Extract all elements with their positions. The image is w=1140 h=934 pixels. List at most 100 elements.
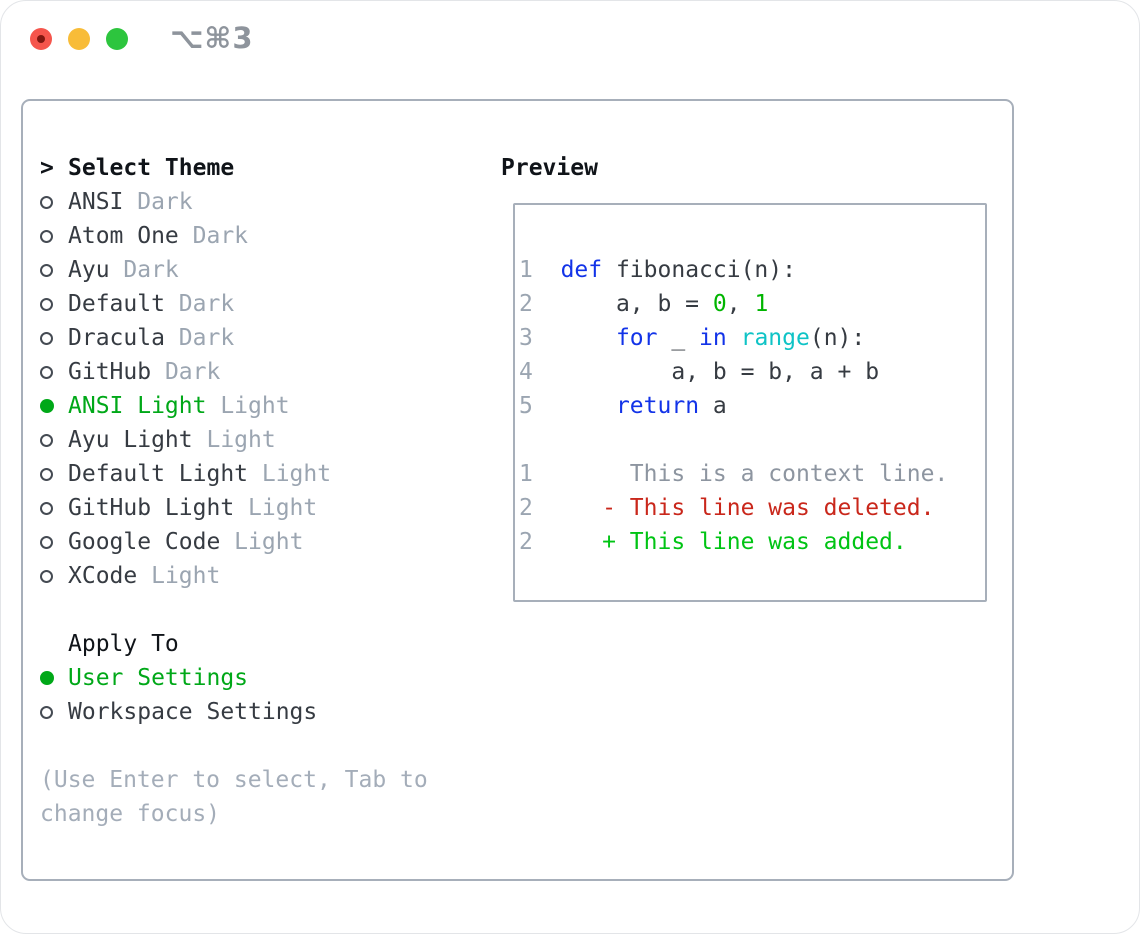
- theme-variant-badge: Dark: [151, 359, 221, 385]
- preview-line: [519, 423, 985, 457]
- theme-option-gutter: [40, 263, 68, 277]
- theme-option-text: Atom One Dark: [68, 219, 248, 253]
- apply-option-gutter: [40, 671, 68, 685]
- theme-option-gutter: [40, 229, 68, 243]
- radio-unselected-icon: [40, 433, 53, 447]
- theme-option-text: Ayu Light Light: [68, 423, 276, 457]
- theme-variant-badge: Light: [234, 495, 318, 521]
- theme-name: Atom One: [68, 223, 179, 249]
- radio-unselected-icon: [40, 705, 53, 719]
- theme-variant-badge: Dark: [109, 257, 179, 283]
- theme-option-text: Default Dark: [68, 287, 234, 321]
- theme-variant-badge: Light: [248, 461, 332, 487]
- theme-option-text: Google Code Light: [68, 525, 303, 559]
- preview-title: Preview: [501, 155, 598, 181]
- theme-option[interactable]: Google Code Light: [40, 525, 464, 559]
- theme-option-gutter: [40, 569, 68, 583]
- theme-option[interactable]: Default Dark: [40, 287, 464, 321]
- close-button[interactable]: [30, 27, 52, 50]
- apply-to-title: Apply To: [68, 631, 179, 657]
- theme-option[interactable]: Atom One Dark: [40, 219, 464, 253]
- theme-name: ANSI Light: [68, 393, 207, 419]
- theme-option-gutter: [40, 399, 68, 413]
- preview-line: 2 - This line was deleted.: [519, 495, 935, 521]
- theme-option-gutter: [40, 535, 68, 549]
- theme-variant-badge: Dark: [164, 291, 235, 317]
- theme-option-gutter: [40, 433, 68, 447]
- zoom-button[interactable]: [106, 27, 128, 50]
- theme-option[interactable]: GitHub Dark: [40, 355, 464, 389]
- theme-variant-badge: Dark: [164, 325, 235, 351]
- theme-option-gutter: [40, 467, 68, 481]
- minimize-button[interactable]: [68, 27, 90, 50]
- close-dot-icon: [37, 34, 45, 43]
- theme-option[interactable]: ANSI Dark: [40, 185, 464, 219]
- apply-to-options: User Settings Workspace Settings: [40, 661, 464, 729]
- theme-variant-badge: Light: [137, 563, 221, 589]
- theme-option-text: Dracula Dark: [68, 321, 234, 355]
- theme-option[interactable]: ANSI Light Light: [40, 389, 464, 423]
- theme-option[interactable]: Default Light Light: [40, 457, 464, 491]
- theme-name: Dracula: [68, 325, 165, 351]
- theme-option[interactable]: GitHub Light Light: [40, 491, 464, 525]
- theme-option[interactable]: Dracula Dark: [40, 321, 464, 355]
- titlebar: ⌥⌘3: [1, 1, 1139, 76]
- radio-selected-icon: [40, 399, 54, 413]
- preview-line: 2 + This line was added.: [519, 529, 907, 555]
- theme-name: Default Light: [68, 461, 249, 487]
- window-title: ⌥⌘3: [170, 21, 254, 55]
- theme-name: ANSI: [68, 189, 124, 215]
- theme-variant-badge: Light: [220, 529, 304, 555]
- radio-unselected-icon: [40, 331, 53, 345]
- theme-option-gutter: [40, 297, 68, 311]
- theme-name: Default: [68, 291, 165, 317]
- theme-option[interactable]: XCode Light: [40, 559, 464, 593]
- preview-line: 1 This is a context line.: [519, 461, 949, 487]
- apply-to-header: Apply To: [40, 627, 464, 661]
- radio-unselected-icon: [40, 365, 53, 379]
- radio-unselected-icon: [40, 229, 53, 243]
- theme-option-text: ANSI Dark: [68, 185, 193, 219]
- theme-name: Ayu: [68, 257, 110, 283]
- theme-option[interactable]: Ayu Light Light: [40, 423, 464, 457]
- preview-line: 1 def fibonacci(n):: [519, 257, 796, 283]
- radio-unselected-icon: [40, 535, 53, 549]
- radio-selected-icon: [40, 671, 54, 685]
- apply-option-label: Workspace Settings: [68, 699, 318, 725]
- theme-option-gutter: [40, 195, 68, 209]
- theme-list-section: > Select Theme ANSI Dark Atom One Dark Ayu…: [40, 151, 464, 831]
- theme-name: Google Code: [68, 529, 221, 555]
- theme-option-text: ANSI Light Light: [68, 389, 290, 423]
- theme-name: XCode: [68, 563, 138, 589]
- theme-option-gutter: [40, 501, 68, 515]
- preview-code: 1 def fibonacci(n): 2 a, b = 0, 1 3 for _ …: [515, 205, 985, 559]
- theme-option-text: Default Light Light: [68, 457, 331, 491]
- select-theme-title: Select Theme: [68, 155, 235, 181]
- apply-to-option[interactable]: Workspace Settings: [40, 695, 464, 729]
- cursor-icon: >: [40, 155, 54, 181]
- preview-line: 2 a, b = 0, 1: [519, 291, 769, 317]
- theme-option-text: GitHub Dark: [68, 355, 220, 389]
- theme-option-text: Ayu Dark: [68, 253, 179, 287]
- apply-to-option[interactable]: User Settings: [40, 661, 464, 695]
- theme-selector-panel: > Select Theme ANSI Dark Atom One Dark Ayu…: [21, 99, 1014, 881]
- radio-unselected-icon: [40, 297, 53, 311]
- preview-line: 5 return a: [519, 393, 727, 419]
- preview-box: 1 def fibonacci(n): 2 a, b = 0, 1 3 for _ …: [513, 203, 987, 602]
- preview-line: 3 for _ in range(n):: [519, 325, 866, 351]
- radio-unselected-icon: [40, 569, 53, 583]
- apply-option-label: User Settings: [68, 665, 249, 691]
- theme-list: ANSI Dark Atom One Dark Ayu Dark Default Da…: [40, 185, 464, 593]
- theme-variant-badge: Dark: [178, 223, 249, 249]
- theme-option-gutter: [40, 365, 68, 379]
- theme-option-gutter: [40, 331, 68, 345]
- theme-option-text: XCode Light: [68, 559, 220, 593]
- radio-unselected-icon: [40, 467, 53, 481]
- theme-name: GitHub Light: [68, 495, 235, 521]
- theme-option[interactable]: Ayu Dark: [40, 253, 464, 287]
- theme-variant-badge: Light: [192, 427, 276, 453]
- select-theme-header: > Select Theme: [40, 151, 464, 185]
- theme-option-text: GitHub Light Light: [68, 491, 317, 525]
- radio-unselected-icon: [40, 263, 53, 277]
- theme-name: GitHub: [68, 359, 152, 385]
